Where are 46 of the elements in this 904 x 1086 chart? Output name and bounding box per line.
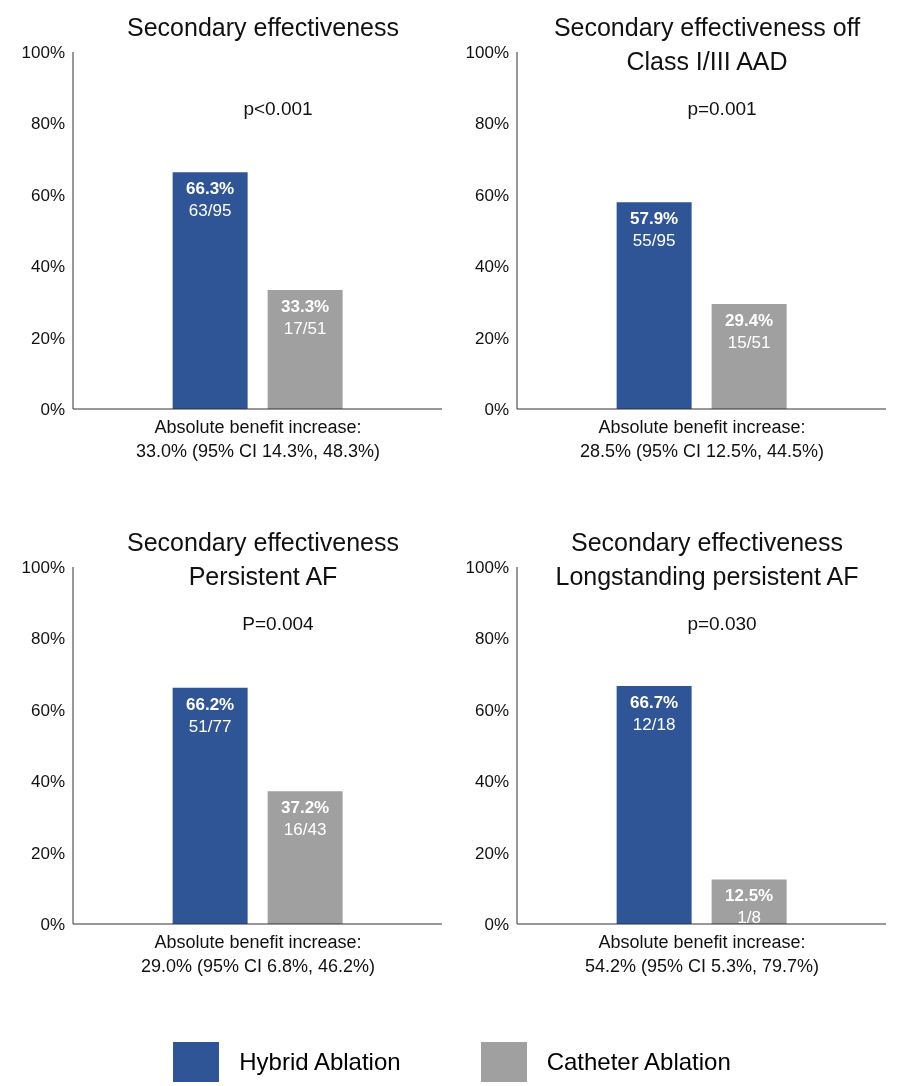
y-tick-label: 40% — [474, 772, 509, 792]
text: Absolute benefit increase: 33.0% (95% CI 14.3%, 48.3%) — [134, 416, 382, 463]
y-tick-label: 20% — [474, 328, 509, 348]
y-tick-label: 20% — [30, 843, 65, 863]
y-tick-label: 60% — [30, 185, 65, 205]
y-tick-label: 80% — [30, 629, 65, 649]
data-label: 33.3% 17/51 — [281, 297, 330, 339]
data-label: 66.3% 63/95 — [186, 179, 235, 221]
y-tick-label: 20% — [474, 843, 509, 863]
legend-label: Hybrid Ablation — [239, 1048, 401, 1076]
y-tick-label: 40% — [474, 257, 509, 277]
data-label: 66.2% 51/77 — [186, 694, 235, 736]
y-tick-label: 60% — [30, 700, 65, 720]
y-tick-label: 100% — [21, 43, 65, 63]
data-label: 29.4% 15/51 — [725, 311, 774, 353]
legend-label: Catheter Ablation — [546, 1048, 731, 1076]
y-tick-label: 100% — [465, 558, 509, 578]
y-tick-label: 0% — [484, 400, 509, 420]
data-label: 66.7% 12/18 — [630, 692, 679, 734]
y-tick-label: 60% — [474, 700, 509, 720]
chart-title: Secondary effectiveness Persistent AF — [126, 527, 400, 592]
y-tick-label: 80% — [474, 629, 509, 649]
y-tick-label: 0% — [40, 915, 65, 935]
text: Absolute benefit increase: 28.5% (95% CI 12.5%, 44.5%) — [578, 416, 826, 463]
y-tick-label: 100% — [21, 558, 65, 578]
y-tick-label: 20% — [30, 328, 65, 348]
annotation: p=0.001 — [686, 98, 758, 120]
y-tick-label: 80% — [474, 114, 509, 134]
annotation: P=0.004 — [241, 613, 315, 635]
chart-title: Secondary effectiveness off Class I/III AAD — [552, 12, 862, 77]
y-tick-label: 100% — [465, 43, 509, 63]
y-tick-label: 60% — [474, 185, 509, 205]
annotation: p<0.001 — [242, 98, 314, 120]
y-tick-label: 0% — [40, 400, 65, 420]
data-label: 12.5% 1/8 — [725, 886, 774, 928]
y-tick-label: 80% — [30, 114, 65, 134]
annotation: p=0.030 — [686, 613, 758, 635]
chart-title: Secondary effectiveness Longstanding persistent AF — [554, 527, 860, 592]
chart-title: Secondary effectiveness — [126, 12, 400, 43]
data-label: 37.2% 16/43 — [281, 798, 330, 840]
y-tick-label: 40% — [30, 257, 65, 277]
y-tick-label: 0% — [484, 915, 509, 935]
text: Absolute benefit increase: 29.0% (95% CI 6.8%, 46.2%) — [139, 931, 377, 978]
text: Absolute benefit increase: 54.2% (95% CI 5.3%, 79.7%) — [583, 931, 821, 978]
y-tick-label: 40% — [30, 772, 65, 792]
data-label: 57.9% 55/95 — [630, 209, 679, 251]
